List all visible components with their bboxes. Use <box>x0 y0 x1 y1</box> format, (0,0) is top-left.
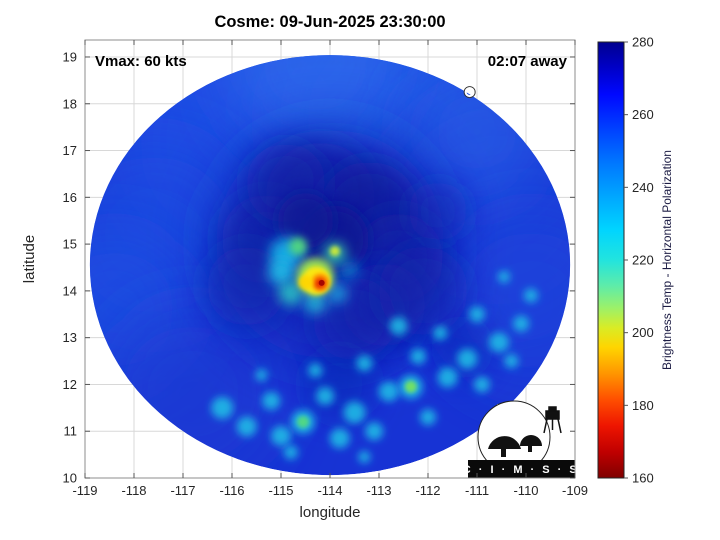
x-tick-label: -117 <box>170 483 195 498</box>
temperature-blob <box>469 306 485 323</box>
temperature-blob <box>497 270 510 283</box>
colorbar-tick-label: 220 <box>632 253 654 268</box>
y-tick-label: 18 <box>63 96 77 111</box>
temperature-blob <box>289 237 308 256</box>
temperature-blob <box>308 363 323 378</box>
temperature-blob <box>206 246 287 327</box>
colorbar <box>597 41 625 479</box>
colorbar-tick-label: 260 <box>632 107 654 122</box>
x-tick-label: -114 <box>317 483 342 498</box>
colorbar-label: Brightness Temp - Horizontal Polarizatio… <box>660 150 674 370</box>
colorbar-tick-label: 180 <box>632 398 654 413</box>
temperature-blob <box>504 354 519 369</box>
temperature-blob <box>433 325 448 340</box>
colorbar-tick-label: 200 <box>632 325 654 340</box>
temperature-blob <box>389 316 408 335</box>
logo-banner <box>468 460 575 478</box>
colorbar-tick-label: 280 <box>632 35 654 50</box>
telescope-dome-small-icon <box>520 435 542 446</box>
temperature-blob <box>225 55 406 152</box>
temperature-blob <box>316 387 335 406</box>
temperature-blob <box>283 445 298 460</box>
temperature-blob <box>327 283 348 304</box>
y-tick-label: 10 <box>63 471 77 486</box>
temperature-blob <box>489 332 510 353</box>
temperature-blob <box>304 291 327 314</box>
temperature-blob <box>457 348 478 369</box>
temperature-blob <box>420 409 436 426</box>
temperature-blob <box>262 391 281 410</box>
cimss-logo: C · I · M · S · S <box>463 400 579 478</box>
vmax-annotation: Vmax: 60 kts <box>95 53 187 70</box>
temperature-blob <box>329 246 340 257</box>
time-away-annotation: 02:07 away <box>488 53 568 70</box>
temperature-blob <box>404 380 417 393</box>
storm-marker <box>464 87 475 98</box>
temperature-blob <box>407 181 468 242</box>
temperature-blob <box>318 279 325 286</box>
y-tick-label: 17 <box>63 143 77 158</box>
water-tower-icon <box>543 406 562 434</box>
axis-ticks <box>84 40 576 479</box>
temperature-blob <box>277 192 334 249</box>
temperature-blob <box>430 315 495 380</box>
temperature-blob <box>378 381 399 402</box>
temperature-blob <box>255 369 268 382</box>
y-tick-label: 12 <box>63 377 77 392</box>
x-tick-label: -119 <box>72 483 97 498</box>
y-tick-label: 13 <box>63 330 77 345</box>
temperature-blob <box>410 348 427 365</box>
temperature-blob <box>211 396 234 419</box>
temperature-blob <box>340 260 359 279</box>
x-tick-label: -115 <box>268 483 293 498</box>
y-tick-label: 11 <box>64 424 78 439</box>
colorbar-tick-label: 160 <box>632 471 654 486</box>
colorbar-tick-label: 240 <box>632 180 654 195</box>
storm-marker-outline <box>463 86 476 99</box>
x-tick-label: -112 <box>415 483 440 498</box>
temperature-blob <box>523 288 538 303</box>
y-tick-label: 15 <box>63 237 77 252</box>
x-tick-label: -116 <box>219 483 244 498</box>
temperature-blob <box>473 376 490 393</box>
y-axis-label: latitude <box>21 235 38 283</box>
position-marker-group <box>463 86 476 99</box>
plot-title: Cosme: 09-Jun-2025 23:30:00 <box>214 13 445 31</box>
temperature-blob <box>278 281 303 306</box>
telescope-dome-small-base <box>528 446 532 452</box>
temperature-blob <box>329 428 350 449</box>
x-tick-label: -110 <box>513 483 538 498</box>
temperature-blob <box>437 367 458 388</box>
temperature-blob <box>378 245 469 336</box>
y-tick-label: 16 <box>63 190 77 205</box>
temperature-blob <box>236 416 257 437</box>
colorbar-ticks: 280 260 240 220 200 180 160 <box>624 35 654 486</box>
y-tick-label: 19 <box>63 49 77 64</box>
x-axis-label: longitude <box>300 504 361 521</box>
x-tick-label: -113 <box>366 483 391 498</box>
temperature-blob <box>365 422 384 441</box>
temperature-blob <box>268 259 294 286</box>
temperature-blob <box>358 450 371 463</box>
telescope-dome-large-icon <box>488 436 521 449</box>
temperature-blob <box>298 275 313 290</box>
temperature-blob <box>356 355 373 372</box>
temperature-blob <box>297 415 310 428</box>
logo-text: C · I · M · S · S <box>463 464 579 476</box>
x-tick-label: -109 <box>562 483 588 498</box>
y-tick-label: 14 <box>63 283 77 298</box>
temperature-blob <box>343 401 366 424</box>
temperature-blob <box>513 315 530 332</box>
temperature-blob <box>271 425 291 446</box>
telescope-dome-large-base <box>501 449 506 457</box>
x-tick-label: -118 <box>121 483 146 498</box>
axis-tick-labels: -119 -118 -117 -116 -115 -114 -113 -112 -111 -110… <box>63 49 588 498</box>
x-tick-label: -111 <box>465 483 489 498</box>
